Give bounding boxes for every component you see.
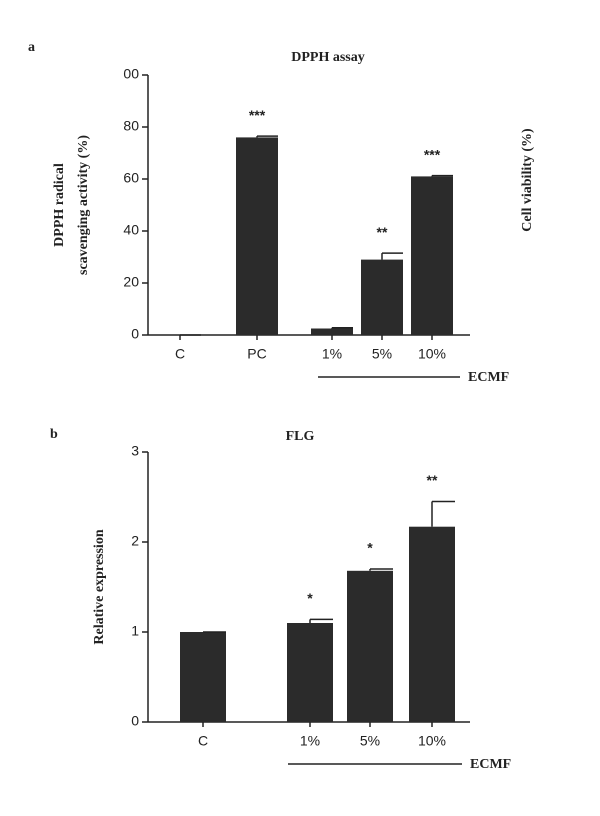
x-tick-label: 10% [418, 733, 446, 749]
x-tick-label: 1% [322, 346, 342, 362]
bar [287, 623, 333, 722]
y-tick-label: 3 [131, 443, 139, 459]
x-tick-label: PC [247, 346, 266, 362]
significance: *** [424, 146, 441, 162]
y-tick-label: 00 [123, 66, 139, 82]
panel-letter: b [50, 427, 58, 442]
y-tick-label: 2 [131, 533, 139, 549]
bar [236, 137, 278, 335]
significance: * [307, 590, 313, 606]
y-axis-label: DPPH radical [52, 163, 67, 247]
y-tick-label: 0 [131, 326, 139, 342]
group-label: ECMF [468, 370, 509, 385]
bar [409, 526, 455, 722]
x-tick-label: C [198, 733, 208, 749]
y-tick-label: 40 [123, 222, 139, 238]
x-tick-label: 5% [372, 346, 392, 362]
bar [311, 328, 353, 335]
y-axis-label: Relative expression [92, 529, 107, 644]
y-axis-label: scavenging activity (%) [76, 135, 91, 275]
bar [361, 259, 403, 335]
chart-title: FLG [286, 429, 315, 444]
significance: * [367, 540, 373, 556]
y-tick-label: 60 [123, 170, 139, 186]
x-tick-label: 5% [360, 733, 380, 749]
panel-letter: a [28, 40, 35, 55]
y2-axis-label: Cell viability (%) [520, 128, 535, 232]
x-tick-label: 1% [300, 733, 320, 749]
y-tick-label: 1 [131, 623, 139, 639]
bar [411, 176, 453, 335]
group-label: ECMF [470, 757, 511, 772]
x-tick-label: 10% [418, 346, 446, 362]
bar [347, 570, 393, 722]
significance: ** [427, 472, 438, 488]
significance: *** [249, 107, 266, 123]
x-tick-label: C [175, 346, 185, 362]
y-tick-label: 0 [131, 713, 139, 729]
chart-title: DPPH assay [291, 50, 365, 65]
bar [180, 632, 226, 722]
significance: ** [377, 224, 388, 240]
y-tick-label: 80 [123, 118, 139, 134]
y-tick-label: 20 [123, 274, 139, 290]
